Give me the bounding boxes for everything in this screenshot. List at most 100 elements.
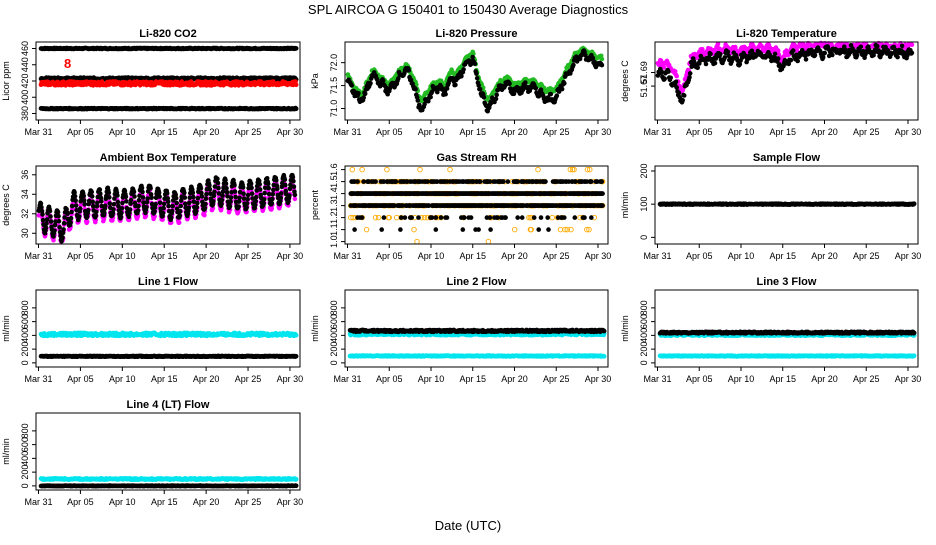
x-tick-label: Apr 25	[853, 127, 880, 137]
data-point	[202, 213, 207, 218]
data-point	[107, 195, 112, 200]
panel-title: Li-820 Pressure	[436, 28, 518, 40]
series-marks	[37, 173, 298, 244]
data-point	[211, 199, 216, 204]
data-point	[215, 177, 220, 182]
x-tick-label: Apr 15	[459, 127, 486, 137]
data-point	[274, 178, 279, 183]
series-marks	[39, 46, 299, 112]
data-point	[900, 44, 905, 49]
data-point	[86, 208, 91, 213]
data-point	[262, 197, 267, 202]
data-point	[40, 212, 45, 217]
panel-title: Li-820 CO2	[139, 28, 196, 40]
data-point	[373, 179, 378, 184]
data-point	[364, 227, 369, 232]
series-marks	[349, 167, 605, 244]
data-point	[666, 69, 671, 74]
x-tick-label: Apr 05	[67, 127, 94, 137]
data-point	[773, 52, 778, 57]
data-point	[791, 48, 796, 53]
x-tick-label: Mar 31	[25, 251, 53, 261]
data-point	[416, 98, 421, 103]
data-point	[229, 195, 234, 200]
data-point	[191, 195, 196, 200]
data-point	[74, 203, 79, 208]
data-point	[356, 91, 361, 96]
data-point	[413, 87, 418, 92]
data-point	[220, 198, 225, 203]
x-tick-label: Apr 30	[895, 127, 922, 137]
data-point	[776, 56, 781, 61]
y-tick-label: 72.0	[329, 54, 339, 72]
data-point	[253, 203, 258, 208]
panel-title: Gas Stream RH	[436, 152, 516, 164]
y-tick-label: 400	[20, 90, 30, 105]
data-point	[204, 192, 209, 197]
data-point	[821, 55, 826, 60]
data-point	[153, 202, 158, 207]
x-tick-label: Apr 20	[501, 127, 528, 137]
data-point	[136, 204, 141, 209]
data-point	[140, 186, 145, 191]
data-point	[245, 197, 250, 202]
data-point	[381, 78, 386, 83]
data-point	[261, 201, 266, 206]
data-point	[875, 44, 880, 49]
data-point	[225, 190, 230, 195]
data-point	[107, 190, 112, 195]
data-point	[85, 220, 90, 225]
data-point	[560, 87, 565, 92]
data-point	[682, 93, 687, 98]
data-point	[600, 57, 605, 62]
data-point	[294, 107, 299, 112]
series-box	[37, 173, 298, 244]
data-point	[90, 200, 95, 205]
x-tick-label: Apr 10	[109, 251, 136, 261]
data-point	[169, 215, 174, 220]
data-point	[49, 219, 54, 224]
x-tick-label: Apr 05	[67, 251, 94, 261]
data-point	[674, 80, 679, 85]
data-point	[140, 190, 145, 195]
x-tick-label: Apr 20	[193, 127, 220, 137]
data-point	[102, 210, 107, 215]
data-point	[152, 209, 157, 214]
data-point	[203, 202, 208, 207]
data-point	[233, 189, 238, 194]
series-marks	[656, 41, 915, 105]
data-point	[469, 215, 474, 220]
data-point	[177, 213, 182, 218]
data-point	[208, 187, 213, 192]
data-point	[674, 85, 679, 90]
x-tick-label: Apr 05	[686, 127, 713, 137]
data-point	[718, 52, 723, 57]
data-point	[254, 195, 259, 200]
data-point	[385, 167, 390, 172]
data-point	[523, 80, 528, 85]
data-point	[178, 209, 183, 214]
data-point	[662, 76, 667, 81]
data-point	[376, 215, 381, 220]
data-point	[822, 51, 827, 56]
x-tick-label: Apr 20	[811, 127, 838, 137]
data-point	[65, 211, 70, 216]
data-point	[275, 187, 280, 192]
data-point	[708, 52, 713, 57]
data-point	[98, 187, 103, 192]
data-point	[704, 62, 709, 67]
data-point	[416, 215, 421, 220]
data-point	[461, 67, 466, 72]
data-point	[69, 216, 74, 221]
data-point	[128, 207, 133, 212]
data-point	[178, 204, 183, 209]
data-point	[94, 210, 99, 215]
series-std-low	[39, 106, 299, 112]
x-tick-label: Mar 31	[25, 127, 53, 137]
data-point	[394, 215, 399, 220]
data-point	[194, 209, 199, 214]
data-point	[141, 195, 146, 200]
panel-annotation: 8	[64, 56, 71, 71]
